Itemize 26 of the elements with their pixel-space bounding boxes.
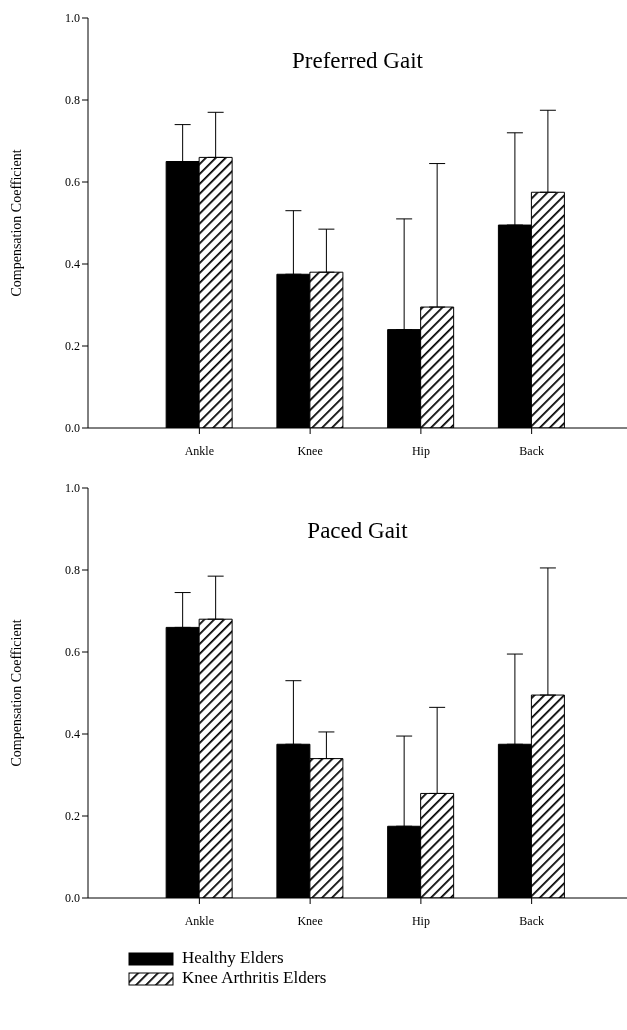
y-tick-label: 0.8 [65,93,80,108]
x-tick-label: Ankle [184,443,215,458]
x-tick-label: Hip [411,913,430,928]
x-tick-label: Hip [411,443,430,458]
legend-label: Healthy Elders [182,948,284,967]
x-tick-label: Knee [297,913,323,928]
y-tick-label: 0.4 [65,257,80,272]
y-tick-label: 0.4 [65,727,80,742]
text: Preferred Gait [291,48,424,74]
y-tick-label: 0.6 [65,645,80,660]
y-tick-label: 1.0 [65,11,80,26]
y-axis-title: Compensation Coefficient [8,149,24,297]
y-tick-label: 1.0 [65,481,80,496]
y-tick-label: 0.8 [65,563,80,578]
x-tick-label: Back [519,913,544,928]
y-tick-label: 0.0 [65,421,80,436]
x-tick-label: Ankle [184,913,215,928]
text: Paced Gait [306,518,409,544]
y-tick-label: 0.2 [65,339,80,354]
legend-label: Knee Arthritis Elders [182,968,327,987]
y-tick-label: 0.6 [65,175,80,190]
y-tick-label: 0.0 [65,891,80,906]
y-axis-title: Compensation Coefficient [8,619,24,767]
x-tick-label: Knee [297,443,323,458]
x-tick-label: Back [519,443,544,458]
y-tick-label: 0.2 [65,809,80,824]
